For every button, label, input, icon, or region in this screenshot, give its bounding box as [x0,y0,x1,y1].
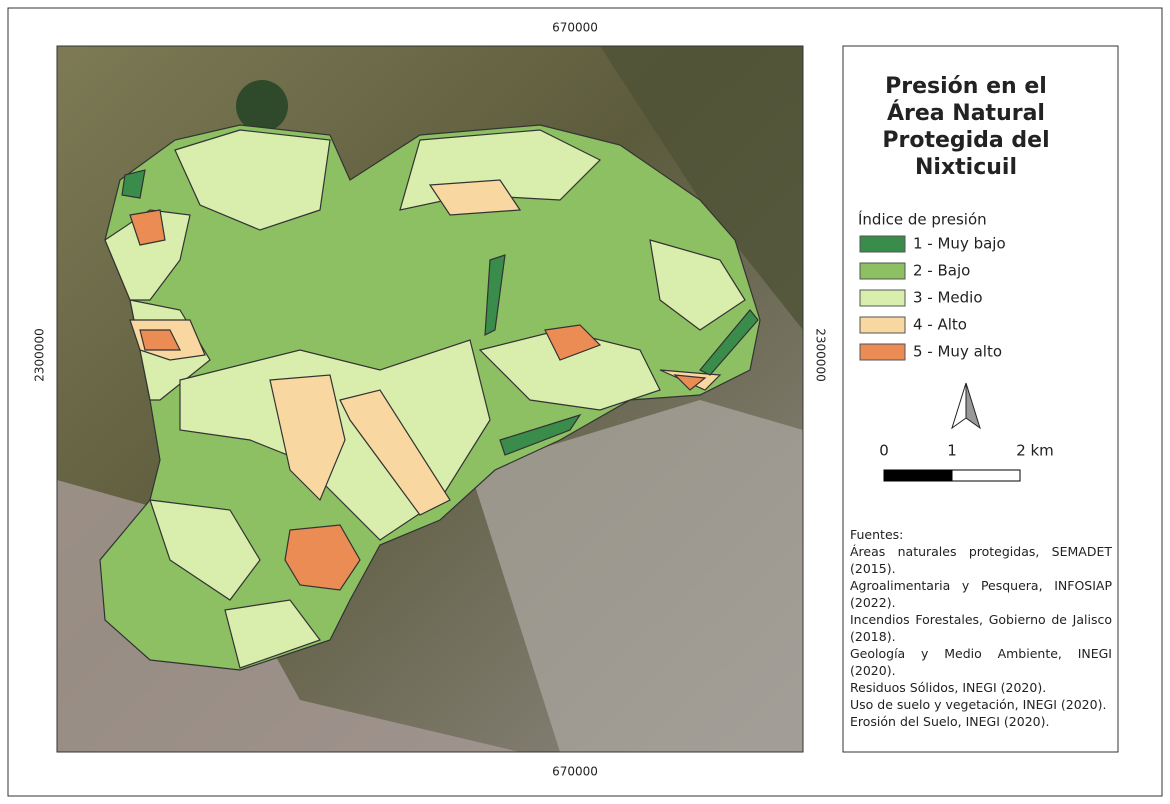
source-item: Erosión del Suelo, INEGI (2020). [850,714,1050,729]
scale-label: 0 [879,442,889,460]
title-line: Protegida del [882,128,1049,153]
legend-swatch [859,262,906,280]
frame [7,7,1163,797]
sources: Fuentes: Áreas naturales protegidas, SEM… [850,526,1112,730]
source-item: Incendios Forestales, Gobierno de Jalisc… [850,612,1112,644]
zone [139,329,181,351]
source-item: Geología y Medio Ambiente, INEGI (2020). [850,646,1112,678]
map-frame [56,45,804,753]
zone [484,254,506,337]
zone [428,179,522,216]
legend-label: 4 - Alto [913,316,967,334]
legend-title: Índice de presión [858,210,987,229]
zone [284,524,361,591]
legend-label: 3 - Medio [913,289,983,307]
north-arrow [965,382,981,430]
legend: 1 - Muy bajo 2 - Bajo 3 - Medio 4 - Alto 5 -… [859,235,1006,361]
zone [121,169,146,199]
legend-label: 1 - Muy bajo [913,235,1006,253]
scale-label: 2 km [1016,442,1054,460]
title-line: Presión en el [885,74,1047,99]
field-circle [236,80,288,132]
zone [129,209,166,246]
zone [673,374,707,391]
coordinate-label: 670000 [552,765,598,779]
zone [149,499,261,601]
zone [339,389,451,516]
legend-swatch [859,343,906,361]
zone [699,309,759,376]
legend-label: 5 - Muy alto [913,343,1002,361]
zone [499,413,582,456]
scale-segment [883,469,953,482]
zone [544,324,602,361]
source-item: Residuos Sólidos, INEGI (2020). [850,680,1047,695]
coordinate-label: 2300000 [814,328,828,381]
urban-area [470,400,803,752]
coordinate-label: 670000 [552,21,598,35]
source-item: Agroalimentaria y Pesquera, INFOSIAP (20… [850,578,1112,610]
legend-swatch [859,316,906,334]
source-item: Uso de suelo y vegetación, INEGI (2020). [850,697,1107,712]
legend-swatch [859,289,906,307]
hills [600,46,803,330]
legend-panel [842,45,1119,753]
zone [269,374,346,502]
legend-swatch [859,235,906,253]
scale-segment [951,469,1021,482]
zone [174,129,331,231]
zone [224,599,321,669]
scale-label: 1 [947,442,957,460]
zone [649,239,746,331]
title-line: Nixticuil [915,155,1017,180]
sources-heading: Fuentes: [850,527,904,542]
source-item: Áreas naturales protegidas, SEMADET (201… [850,544,1112,576]
scale-bar: 0 1 2 km [879,442,1054,460]
title-line: Área Natural [887,100,1045,126]
coordinate-label: 2300000 [33,328,47,381]
legend-label: 2 - Bajo [913,262,970,280]
protected-area [99,124,761,671]
